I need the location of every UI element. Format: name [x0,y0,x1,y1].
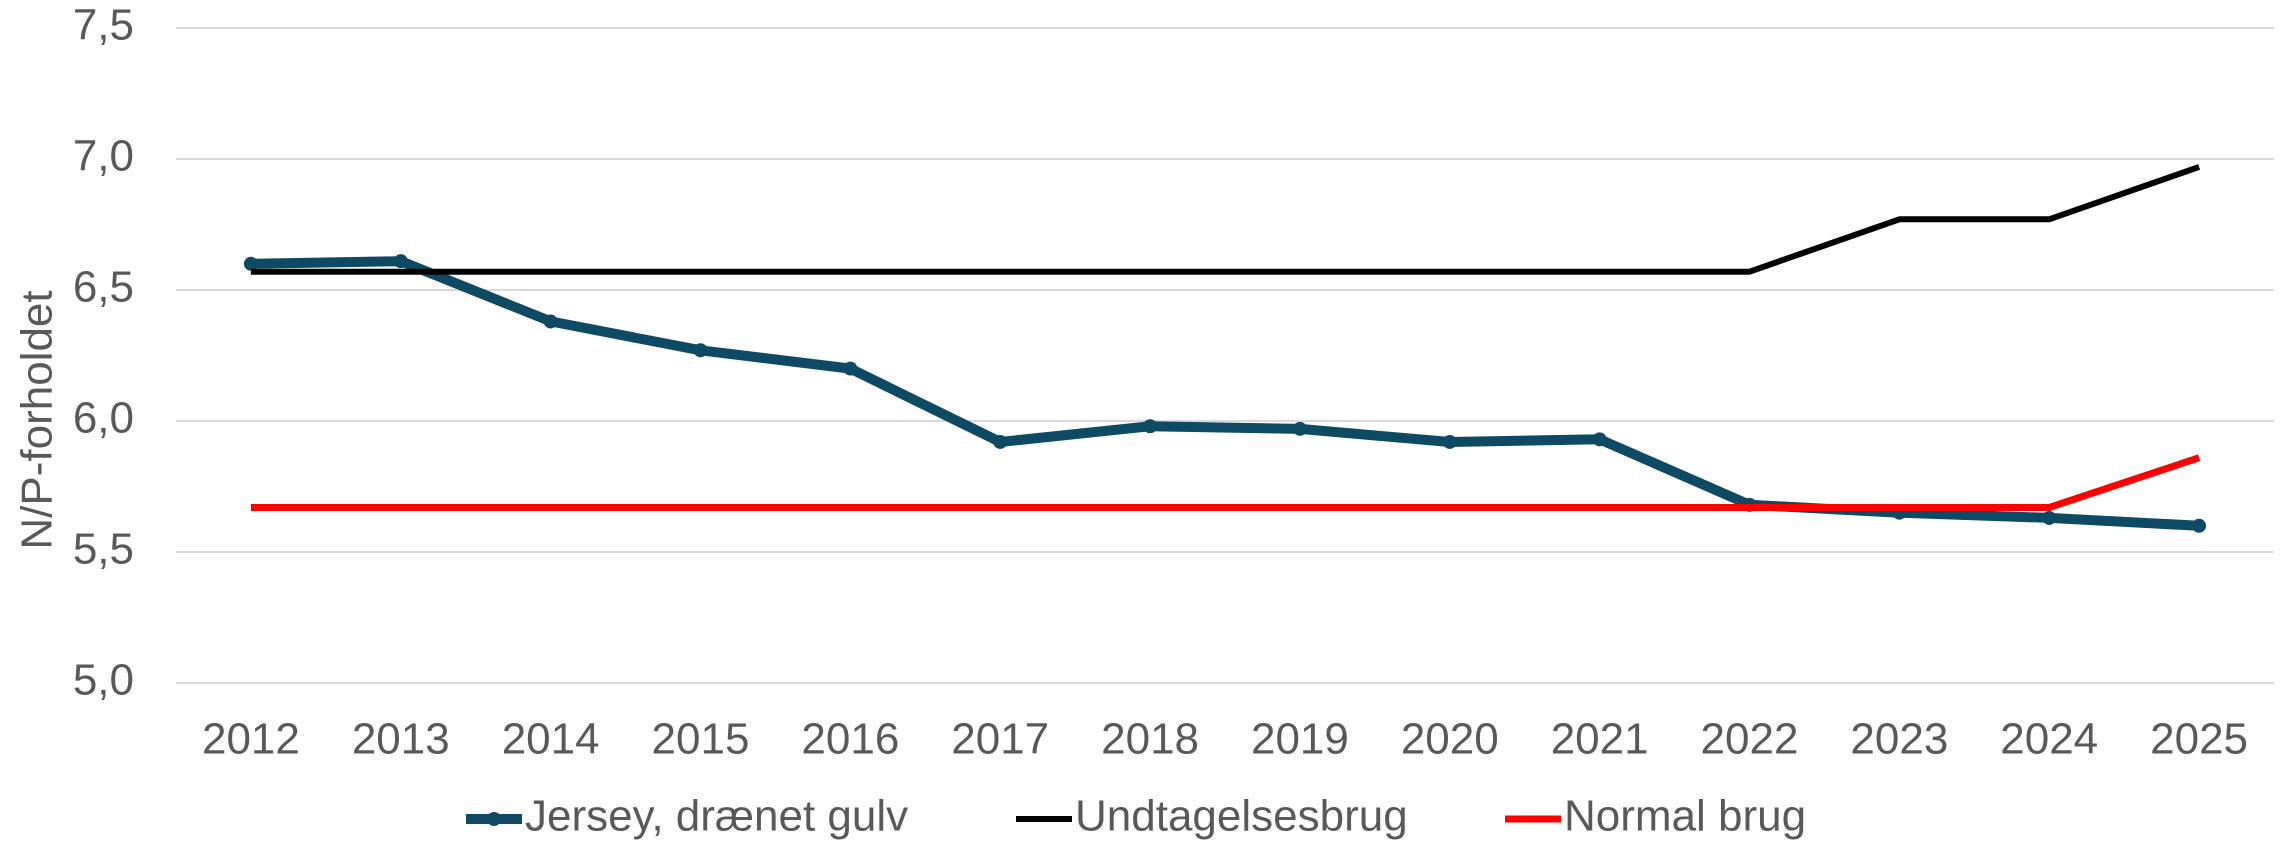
y-tick-label: 5,0 [73,656,134,705]
x-tick-label: 2019 [1251,715,1349,764]
x-tick-label: 2022 [1701,715,1799,764]
point-marker [243,256,258,271]
series-line [250,256,2200,531]
y-tick-label: 6,0 [73,394,134,443]
x-tick-label: 2021 [1551,715,1649,764]
x-tick-label: 2025 [2150,715,2248,764]
point-marker [543,314,558,329]
point-marker [2042,510,2057,525]
y-tick-label: 7,5 [73,1,134,50]
point-marker [1442,434,1457,449]
x-tick-label: 2020 [1401,715,1499,764]
x-tick-label: 2017 [951,715,1049,764]
point-marker [993,434,1008,449]
x-tick-label: 2014 [502,715,600,764]
point-marker [1143,419,1158,434]
point-marker [393,254,408,269]
y-tick-label: 6,5 [73,263,134,312]
y-tick-label: 7,0 [73,132,134,181]
x-tick-label: 2016 [801,715,899,764]
y-tick-label: 5,5 [73,525,134,574]
series-line [250,454,2201,511]
x-tick-label: 2018 [1101,715,1199,764]
legend-marker [487,812,501,826]
series-line [250,164,2201,275]
y-axis-label: N/P-forholdet [13,290,62,549]
x-tick-label: 2013 [352,715,450,764]
point-marker [843,361,858,376]
x-tick-label: 2015 [652,715,750,764]
point-marker [1292,421,1307,436]
point-marker [2192,518,2207,533]
point-marker [1592,432,1607,447]
legend-label: Undtagelsesbrug [1075,792,1408,841]
legend-label: Jersey, drænet gulv [525,792,908,841]
point-marker [693,343,708,358]
x-tick-label: 2012 [202,715,300,764]
x-tick-label: 2023 [1850,715,1948,764]
x-tick-label: 2024 [2000,715,2098,764]
legend-label: Normal brug [1564,792,1806,841]
